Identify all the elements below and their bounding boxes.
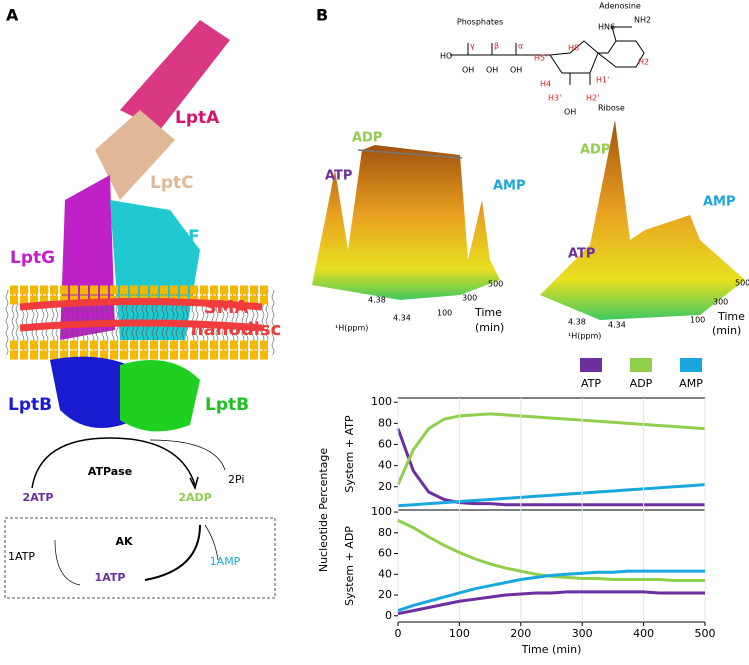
x-tick-label: 500 xyxy=(695,627,716,640)
axis-label: Time xyxy=(474,306,502,319)
label: ATPase xyxy=(88,465,132,478)
label: nanodisc xyxy=(191,319,282,340)
label: β xyxy=(494,42,499,51)
series-line xyxy=(396,428,705,507)
label: LptF xyxy=(157,227,200,247)
label: ADP xyxy=(580,143,610,158)
cycle-arrows xyxy=(4,437,276,599)
y-tick-label: 100 xyxy=(371,505,392,518)
label: ADP xyxy=(352,131,382,146)
label: LptG xyxy=(10,248,55,268)
label: AMP xyxy=(703,195,736,210)
axis-label: (min) xyxy=(475,321,504,334)
label: 1ATP xyxy=(95,571,126,584)
label: OH xyxy=(462,66,474,75)
label: OH xyxy=(486,66,498,75)
label: HO xyxy=(440,52,452,61)
panel-label: A xyxy=(6,6,19,25)
tick: 500 xyxy=(735,279,749,288)
x-tick-label: 0 xyxy=(395,627,402,640)
y-tick-label: 80 xyxy=(378,416,392,429)
label: LptB xyxy=(8,395,52,415)
y-tick-label: 60 xyxy=(378,547,392,560)
label: LptA xyxy=(175,108,220,128)
label: NH2 xyxy=(634,16,651,25)
x-tick-label: 400 xyxy=(633,627,654,640)
tick: 300 xyxy=(462,294,477,303)
axis-label: Time xyxy=(717,310,745,323)
label: H5' xyxy=(534,54,547,63)
label: H1' xyxy=(596,76,609,85)
legend-label: ADP xyxy=(630,377,653,390)
y-tick-label: 80 xyxy=(378,526,392,539)
label: 1ATP xyxy=(8,550,35,563)
y-tick-label: 40 xyxy=(378,567,392,580)
legend-label: ATP xyxy=(581,377,601,390)
label: LptC xyxy=(150,173,194,193)
x-tick-label: 200 xyxy=(510,627,531,640)
series-line xyxy=(397,483,706,508)
y-axis-label: System + ATP xyxy=(343,415,356,493)
label: SMA xyxy=(204,297,249,318)
label: γ xyxy=(470,42,475,51)
y-tick-label: 20 xyxy=(378,588,392,601)
y-tick-label: 100 xyxy=(371,395,392,408)
label: HN6 xyxy=(598,23,615,32)
label: 1AMP xyxy=(210,555,241,568)
y-tick-label: 0 xyxy=(385,609,392,622)
panel-label: B xyxy=(316,6,328,25)
series-line xyxy=(396,412,706,486)
label: OH xyxy=(564,108,576,117)
tick: 4.38 xyxy=(368,296,386,305)
label: 2Pi xyxy=(228,473,244,486)
x-tick-label: 100 xyxy=(449,627,470,640)
chemical-structure xyxy=(450,26,645,85)
label: H2 xyxy=(638,58,649,67)
series-line xyxy=(397,569,705,613)
label: H8 xyxy=(568,44,579,53)
label: 2ADP xyxy=(178,491,211,504)
label: OH xyxy=(510,66,522,75)
y-tick-label: 20 xyxy=(378,480,392,493)
series-line xyxy=(397,590,705,616)
tick: 4.38 xyxy=(568,318,586,327)
nmr-surface xyxy=(312,120,745,320)
label: Ribose xyxy=(598,104,625,113)
label: H4 xyxy=(540,80,551,89)
label: AK xyxy=(115,535,133,548)
label: H3' xyxy=(548,94,561,103)
label: 2ATP xyxy=(23,491,54,504)
protein-structure xyxy=(5,20,275,432)
legend-swatch xyxy=(580,358,602,372)
tick: 4.34 xyxy=(608,321,626,330)
axis-label: ¹H(ppm) xyxy=(335,324,368,333)
legend-swatch xyxy=(680,358,702,372)
label: ATP xyxy=(568,247,595,262)
legend-swatch xyxy=(630,358,652,372)
axis-label: (min) xyxy=(712,324,741,337)
y-tick-label: 60 xyxy=(378,437,392,450)
y-tick-label: 40 xyxy=(378,459,392,472)
tick: 4.34 xyxy=(393,314,411,323)
tick: 100 xyxy=(437,309,452,318)
label: α xyxy=(518,42,523,51)
axis-label: ¹H(ppm) xyxy=(568,332,601,341)
plot-frame xyxy=(397,397,706,511)
tick: 300 xyxy=(713,298,728,307)
legend-label: AMP xyxy=(679,377,703,390)
y-axis-label: System + ADP xyxy=(343,526,356,606)
tick: 500 xyxy=(488,280,503,289)
label: AMP xyxy=(493,179,526,194)
label: ATP xyxy=(325,169,352,184)
y-axis-label: Nucleotide Percentage xyxy=(317,448,330,573)
label: LptB xyxy=(205,395,249,415)
label: Adenosine xyxy=(599,2,641,11)
tick: 100 xyxy=(690,316,705,325)
label: Phosphates xyxy=(457,18,503,27)
label: H2' xyxy=(586,94,599,103)
x-tick-label: 300 xyxy=(572,627,593,640)
x-axis-label: Time (min) xyxy=(521,643,582,656)
